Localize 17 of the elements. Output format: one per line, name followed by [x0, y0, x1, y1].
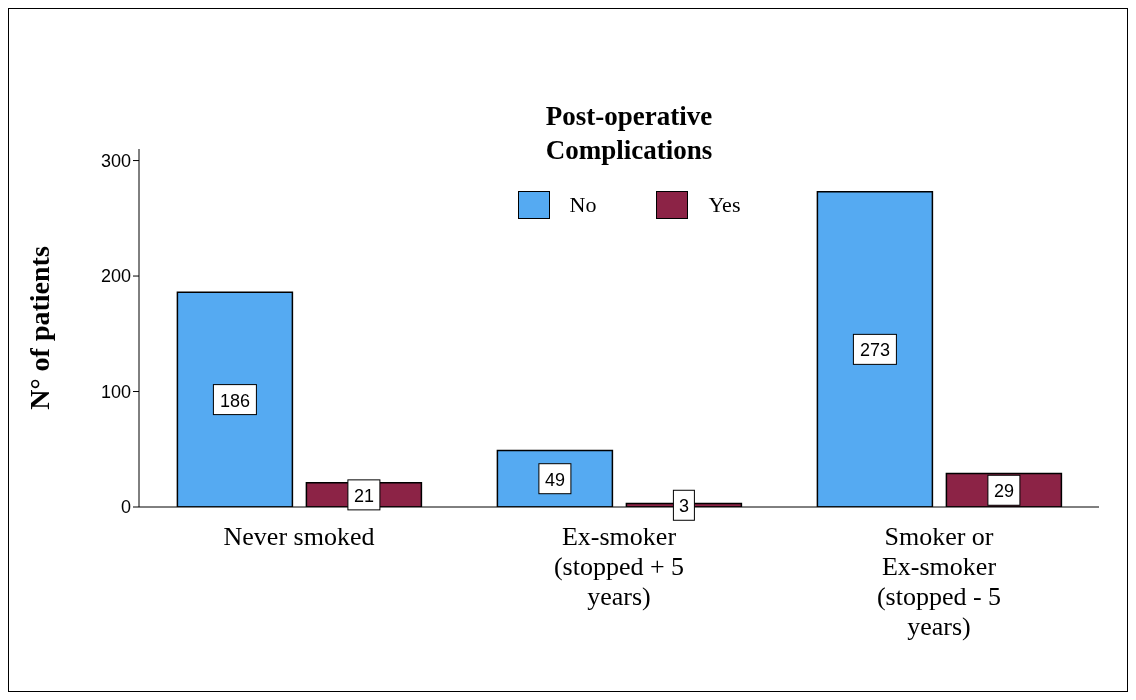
data-label: 49 — [544, 469, 565, 490]
data-label: 29 — [993, 481, 1014, 502]
y-tick-label: 300 — [100, 150, 131, 171]
x-tick-label: Ex-smoker (stopped + 5 years) — [553, 522, 685, 611]
x-tick-label: Smoker or Ex-smoker (stopped - 5 years) — [876, 522, 1002, 641]
y-axis-title: N° of patients — [23, 246, 55, 410]
y-tick-label: 0 — [120, 497, 131, 518]
data-label: 186 — [219, 390, 250, 411]
legend-label: No — [569, 192, 597, 218]
data-label: 21 — [353, 485, 374, 506]
data-label: 3 — [678, 496, 689, 517]
data-label: 273 — [859, 340, 890, 361]
legend-label: Yes — [708, 192, 741, 218]
y-tick-label: 100 — [100, 381, 131, 402]
legend-title: Post-operative Complications — [544, 100, 714, 167]
y-tick-label: 200 — [100, 266, 131, 287]
x-tick-label: Never smoked — [223, 522, 375, 551]
